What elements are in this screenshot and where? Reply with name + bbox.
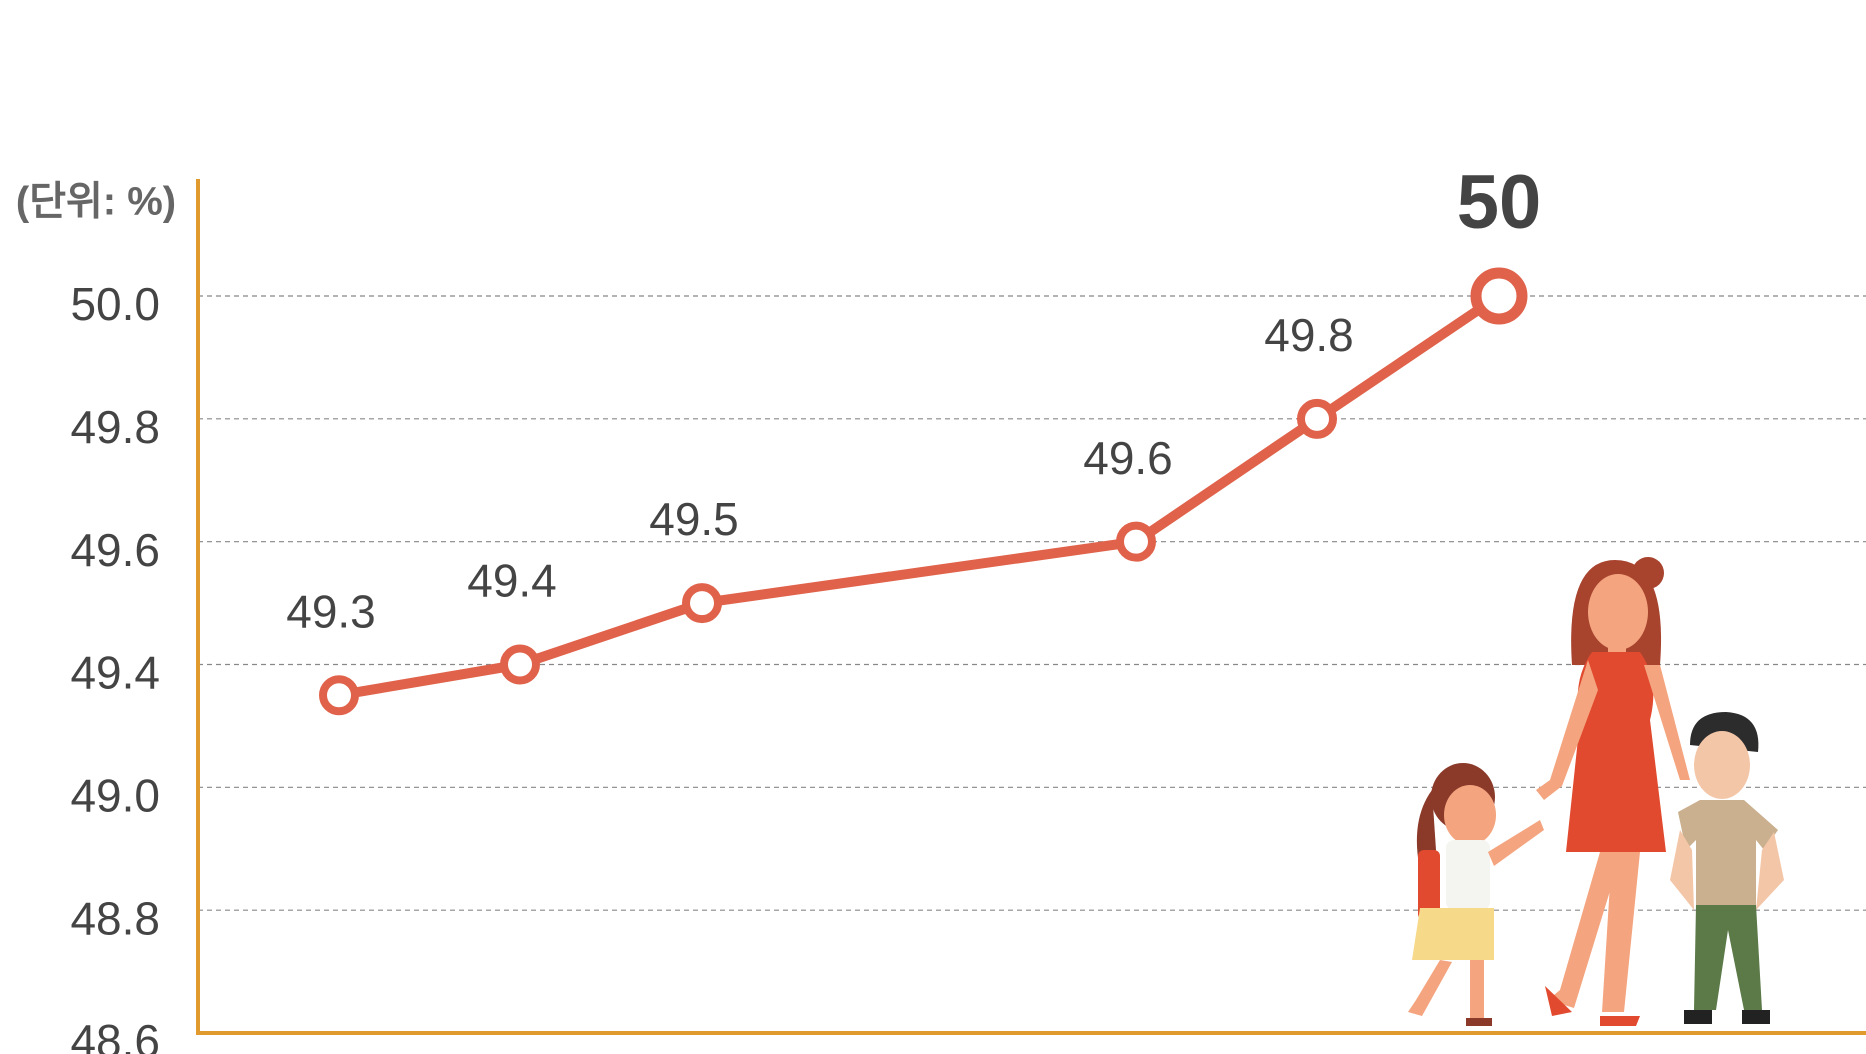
y-tick-label: 49.6 [70, 524, 160, 576]
chart: (단위: %) 48.6 48.8 49.0 49.4 49.6 49.8 50.0 [0, 0, 1866, 1054]
y-tick-label: 48.8 [70, 892, 160, 944]
y-tick-label: 49.0 [70, 769, 160, 821]
point [323, 679, 355, 711]
point [504, 649, 536, 681]
point [1476, 273, 1522, 319]
y-tick-label: 49.8 [70, 401, 160, 453]
point [1301, 403, 1333, 435]
data-label: 49.5 [649, 493, 739, 545]
data-label: 49.4 [467, 555, 557, 607]
family-illustration [1408, 557, 1784, 1026]
data-label: 50 [1457, 160, 1542, 245]
unit-label: (단위: %) [16, 180, 176, 224]
plot: 49.3 49.4 49.5 49.6 49.8 50 [286, 160, 1541, 711]
y-tick-label: 48.6 [70, 1015, 160, 1054]
y-tick-label: 50.0 [70, 278, 160, 330]
point [686, 587, 718, 619]
y-tick-label: 49.4 [70, 647, 160, 699]
data-label: 49.6 [1083, 432, 1173, 484]
point [1120, 526, 1152, 558]
data-label: 49.3 [286, 585, 376, 637]
data-label: 49.8 [1264, 309, 1354, 361]
